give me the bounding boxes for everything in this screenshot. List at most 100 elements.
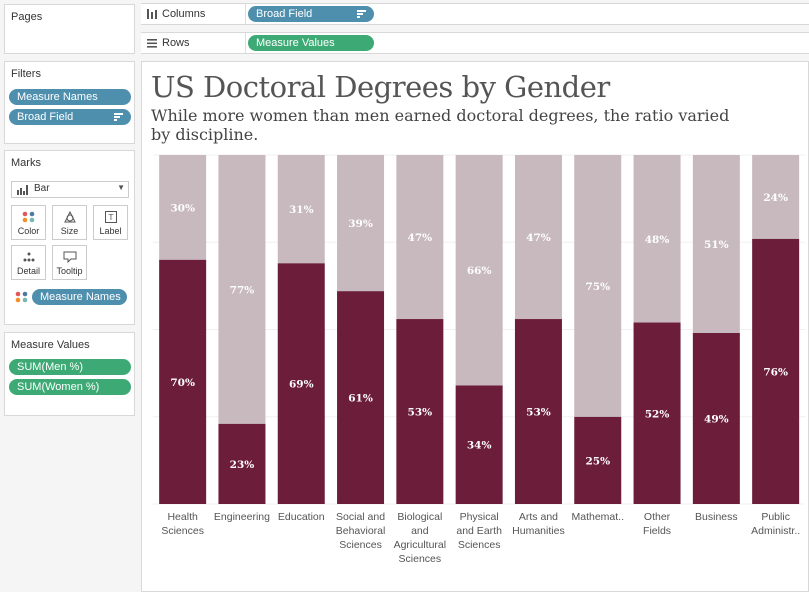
bar-men <box>159 259 207 504</box>
chart-subtitle: While more women than men earned doctora… <box>151 106 730 144</box>
label-button[interactable]: T Label <box>93 205 128 240</box>
pages-panel: Pages <box>4 4 135 54</box>
bar-women <box>692 155 740 333</box>
x-tick-label: Administr.. <box>751 525 800 537</box>
x-tick-label: Fields <box>643 525 671 537</box>
bar-men <box>277 263 325 504</box>
data-label-men: 25% <box>585 455 610 467</box>
x-tick-label: Social and <box>336 511 385 523</box>
size-icon <box>53 208 86 226</box>
filter-pill-measure-names[interactable]: Measure Names <box>9 89 131 105</box>
bar-women <box>514 155 562 320</box>
label-icon: T <box>94 208 127 226</box>
columns-shelf[interactable]: Columns Broad Field <box>141 3 809 25</box>
chart-view: US Doctoral Degrees by Gender While more… <box>141 61 809 592</box>
bar-men <box>692 332 740 504</box>
columns-pill-label: Broad Field <box>256 8 313 20</box>
data-label-men: 61% <box>348 393 373 405</box>
rows-label: Rows <box>162 37 190 49</box>
tooltip-button-label: Tooltip <box>56 266 83 276</box>
color-button-label: Color <box>17 226 40 236</box>
bar-women <box>455 155 503 386</box>
bar-women <box>633 155 681 323</box>
data-label-women: 47% <box>526 232 551 244</box>
svg-text:T: T <box>107 213 113 222</box>
x-tick-label: and <box>411 525 429 537</box>
x-tick-label: Arts and <box>519 511 558 523</box>
rows-pill-measure-values[interactable]: Measure Values <box>248 35 374 51</box>
data-label-women: 47% <box>408 232 433 244</box>
bar-men <box>455 385 503 504</box>
detail-icon <box>12 248 45 266</box>
tooltip-button[interactable]: Tooltip <box>52 245 87 280</box>
x-tick-label: and Earth <box>456 525 502 537</box>
detail-button[interactable]: Detail <box>11 245 46 280</box>
chart-title: US Doctoral Degrees by Gender <box>151 70 610 104</box>
sort-icon <box>114 113 123 121</box>
data-label-women: 77% <box>230 284 255 296</box>
bar-men <box>574 416 622 504</box>
columns-icon <box>147 9 157 22</box>
filter-pill-label: Broad Field <box>17 111 74 123</box>
marks-title: Marks <box>11 157 41 169</box>
stacked-bar-chart: 70% 30% Health Sciences 23% 77% Engineering 69%… <box>153 154 806 565</box>
data-label-men: 53% <box>526 407 551 419</box>
x-tick-label: Agricultural <box>394 539 447 551</box>
x-tick-label: Behavioral <box>336 525 386 537</box>
color-button[interactable]: Color <box>11 205 46 240</box>
bar-women <box>337 155 385 292</box>
data-label-women: 24% <box>763 192 788 204</box>
bar-men <box>514 319 562 504</box>
data-label-women: 66% <box>467 265 492 277</box>
bar-women <box>277 155 325 264</box>
bar-women <box>159 155 207 260</box>
bar-women <box>218 155 266 424</box>
color-pill-measure-names[interactable]: Measure Names <box>32 289 127 305</box>
mark-type-label: Bar <box>34 183 50 194</box>
columns-divider <box>245 4 246 24</box>
mark-type-select[interactable]: Bar ▼ <box>11 181 129 198</box>
bar-men <box>752 238 800 504</box>
rows-divider <box>245 33 246 53</box>
data-label-men: 69% <box>289 379 314 391</box>
size-button[interactable]: Size <box>52 205 87 240</box>
measure-values-title: Measure Values <box>11 339 90 351</box>
filters-title: Filters <box>11 68 41 80</box>
bar-men <box>396 319 444 504</box>
measure-values-panel: Measure Values SUM(Men %) SUM(Women %) <box>4 332 135 416</box>
measure-pill-men[interactable]: SUM(Men %) <box>9 359 131 375</box>
x-tick-label: Other <box>644 511 671 523</box>
data-label-women: 30% <box>170 202 195 214</box>
data-label-women: 51% <box>704 239 729 251</box>
rows-shelf[interactable]: Rows Measure Values <box>141 32 809 54</box>
data-label-men: 70% <box>170 377 195 389</box>
bar-women <box>574 155 622 417</box>
columns-label: Columns <box>162 8 206 20</box>
size-button-label: Size <box>60 226 79 236</box>
data-label-women: 31% <box>289 204 314 216</box>
x-tick-label: Physical <box>460 511 499 523</box>
x-tick-label: Mathemat.. <box>571 511 624 523</box>
data-label-men: 34% <box>467 440 492 452</box>
x-tick-label: Engineering <box>214 511 270 523</box>
x-tick-label: Biological <box>397 511 442 523</box>
data-label-men: 53% <box>408 407 433 419</box>
chevron-down-icon: ▼ <box>117 183 125 192</box>
x-tick-label: Sciences <box>339 539 382 551</box>
bar-men <box>337 291 385 504</box>
x-tick-label: Business <box>695 511 738 523</box>
x-tick-label: Sciences <box>399 553 442 565</box>
data-label-men: 52% <box>645 408 670 420</box>
x-tick-label: Sciences <box>161 525 204 537</box>
columns-pill-broad-field[interactable]: Broad Field <box>248 6 374 22</box>
x-tick-label: Education <box>278 511 325 523</box>
data-label-women: 39% <box>348 218 373 230</box>
marks-panel: Marks Bar ▼ Color Size T Label Detail <box>4 150 135 325</box>
color-legend-icon <box>15 291 29 306</box>
data-label-women: 48% <box>645 234 670 246</box>
label-button-label: Label <box>99 226 122 236</box>
data-label-men: 76% <box>763 366 788 378</box>
data-label-men: 49% <box>704 413 729 425</box>
filter-pill-broad-field[interactable]: Broad Field <box>9 109 131 125</box>
measure-pill-women[interactable]: SUM(Women %) <box>9 379 131 395</box>
